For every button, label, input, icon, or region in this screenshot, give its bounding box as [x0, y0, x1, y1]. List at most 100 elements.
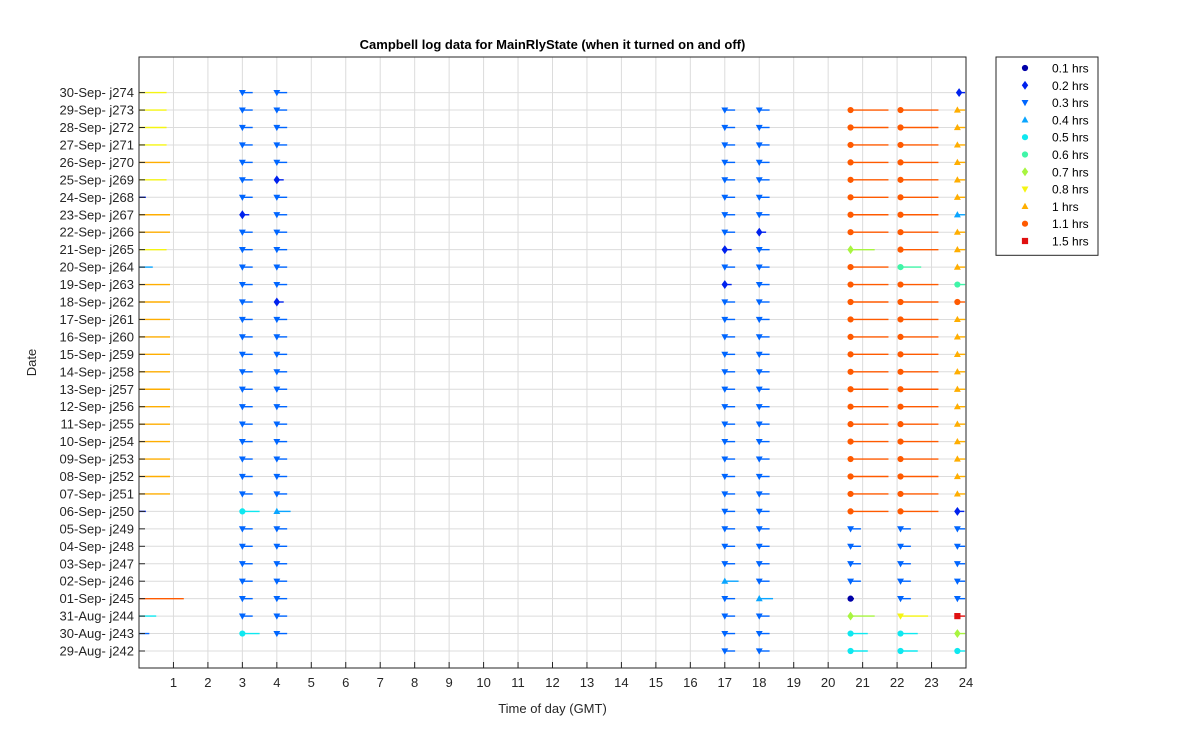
data-point [273, 264, 281, 271]
data-point [847, 386, 854, 393]
data-point [953, 368, 961, 375]
data-point [238, 543, 246, 550]
data-point [721, 334, 729, 341]
data-point [755, 316, 763, 324]
data-point [238, 613, 246, 620]
legend-label: 1.5 hrs [1052, 235, 1089, 249]
legend-label: 1 hrs [1052, 200, 1079, 214]
data-point [755, 648, 763, 655]
data-point [897, 368, 904, 375]
data-point [955, 88, 963, 98]
data-point [1021, 151, 1029, 158]
data-point [273, 159, 281, 167]
data-point [847, 438, 854, 445]
data-point [273, 613, 281, 620]
data-point [238, 159, 246, 167]
y-tick-label: 29-Sep- j273 [60, 103, 134, 118]
data-point [847, 543, 855, 550]
x-tick-label: 1 [170, 675, 177, 690]
data-point [273, 404, 281, 411]
data-point [953, 543, 961, 550]
data-point [897, 561, 904, 568]
data-point [954, 506, 961, 516]
data-point [897, 647, 904, 655]
y-tick-label: 18-Sep- j262 [60, 295, 134, 310]
y-tick-label: 04-Sep- j248 [60, 539, 134, 554]
data-point [755, 142, 763, 149]
y-tick-label: 16-Sep- j260 [60, 329, 134, 344]
data-point [897, 298, 904, 306]
data-point [721, 280, 729, 290]
data-point [755, 595, 763, 602]
data-point [897, 351, 904, 358]
data-point [238, 369, 246, 376]
data-point [953, 246, 961, 253]
data-point [273, 124, 281, 132]
data-point [847, 368, 854, 375]
data-point [238, 421, 246, 428]
data-point [273, 526, 281, 533]
data-point [953, 228, 961, 235]
data-point [953, 141, 961, 148]
data-point [755, 561, 763, 568]
data-point [755, 386, 763, 393]
data-point [897, 106, 904, 114]
legend-label: 0.4 hrs [1052, 113, 1089, 127]
data-point [755, 508, 763, 516]
data-point [273, 107, 281, 114]
data-point [897, 211, 904, 218]
data-point [847, 229, 854, 236]
data-point [897, 246, 904, 253]
legend-box [995, 56, 1099, 256]
data-point [847, 473, 854, 480]
data-point [721, 404, 729, 411]
data-point [238, 142, 246, 149]
data-point [953, 490, 961, 497]
data-point [897, 333, 904, 340]
data-point [755, 299, 763, 306]
data-point [847, 194, 854, 201]
data-point [273, 630, 281, 638]
data-point [238, 491, 246, 498]
y-tick-label: 26-Sep- j270 [60, 155, 134, 170]
data-point [721, 124, 729, 132]
data-point [755, 159, 763, 167]
data-point [1021, 116, 1029, 123]
data-point [273, 194, 281, 201]
data-point [755, 491, 763, 498]
x-tick-label: 17 [718, 675, 732, 690]
data-point [953, 403, 961, 410]
data-point [847, 508, 854, 515]
data-point [721, 107, 729, 114]
data-point [847, 211, 854, 218]
data-point [273, 229, 281, 236]
data-point [897, 596, 904, 603]
data-point [755, 107, 763, 114]
data-point [238, 578, 246, 585]
x-axis: 1 2 3 4 5 6 7 8 9 10 11 12 13 14 15 16 17 18 19 20 21 22 23 24 [170, 662, 973, 690]
data-point [721, 596, 729, 603]
x-axis-label: Time of day (GMT) [498, 701, 607, 716]
data-point [721, 630, 729, 638]
data-point [273, 297, 281, 307]
data-point [953, 472, 961, 480]
data-point [953, 596, 961, 603]
data-point [273, 491, 281, 498]
x-tick-label: 8 [411, 675, 418, 690]
data-point [847, 333, 854, 340]
y-tick-label: 17-Sep- j261 [60, 312, 134, 327]
data-point [238, 561, 246, 568]
data-point [721, 456, 729, 463]
data-point [238, 90, 246, 97]
data-point [954, 281, 961, 288]
data-point [273, 456, 281, 463]
data-point [721, 299, 729, 306]
x-tick-label: 22 [890, 675, 904, 690]
y-tick-label: 25-Sep- j269 [60, 172, 134, 187]
legend-label: 0.3 hrs [1052, 96, 1089, 110]
data-point [847, 561, 855, 568]
data-point [238, 194, 246, 201]
data-point [239, 508, 246, 515]
data-point [953, 455, 961, 462]
data-point [755, 264, 763, 271]
